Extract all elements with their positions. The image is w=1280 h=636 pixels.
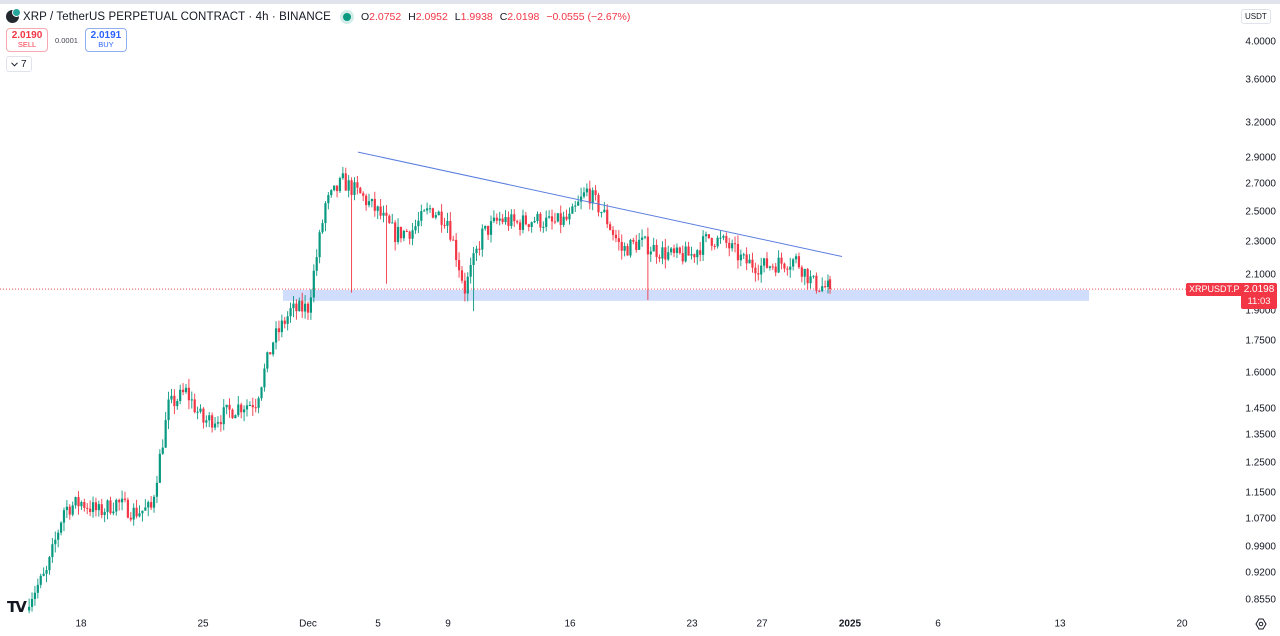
close-label: C <box>499 10 508 23</box>
sell-price: 2.0190 <box>11 30 43 41</box>
price-tick: 0.9900 <box>1245 541 1276 553</box>
sell-label: SELL <box>17 40 37 49</box>
ohlc-values: O2.0752 H2.0952 L1.9938 C2.0198 −0.0555 … <box>361 11 634 23</box>
price-tick: 1.0700 <box>1245 513 1276 525</box>
low-label: L <box>454 10 461 23</box>
buy-price: 2.0191 <box>90 30 122 41</box>
top-border <box>0 0 1280 4</box>
currency-dropdown[interactable]: USDT <box>1241 9 1271 24</box>
market-open-indicator-icon <box>342 12 351 21</box>
price-tick: 2.5000 <box>1245 206 1276 218</box>
chevron-down-icon <box>11 61 18 67</box>
high-value: 2.0952 <box>415 10 448 23</box>
indicators-toggle-button[interactable]: 7 <box>6 56 32 72</box>
price-tick: 2.1000 <box>1245 269 1276 281</box>
price-tick: 2.7000 <box>1245 178 1276 190</box>
time-tick: 6 <box>935 618 941 630</box>
support-zone[interactable] <box>283 289 1089 301</box>
high-label: H <box>408 10 416 23</box>
low-value: 1.9938 <box>460 10 493 23</box>
change-value: −0.0555 (−2.67%) <box>546 10 631 23</box>
xrp-logo-icon <box>6 8 21 23</box>
price-tick: 1.9000 <box>1245 305 1276 317</box>
price-tick: 1.2500 <box>1245 457 1276 469</box>
open-value: 2.0752 <box>369 10 402 23</box>
candles <box>28 167 832 614</box>
time-tick: 13 <box>1054 618 1066 630</box>
last-price: 2.0198 <box>1243 284 1275 295</box>
price-tick: 1.3500 <box>1245 429 1276 441</box>
indicators-count: 7 <box>21 58 27 70</box>
tradingview-logo-icon[interactable]: TV <box>7 598 27 616</box>
price-tick: 2.3000 <box>1245 236 1276 248</box>
time-tick: 5 <box>375 618 381 630</box>
time-tick: Dec <box>299 618 317 630</box>
open-label: O <box>360 10 370 23</box>
spread-value: 0.0001 <box>55 35 78 45</box>
price-tick: 1.6000 <box>1245 367 1276 379</box>
close-value: 2.0198 <box>507 10 540 23</box>
time-tick: 9 <box>445 618 451 630</box>
buy-button[interactable]: 2.0191 BUY <box>84 28 127 52</box>
time-tick: 16 <box>564 618 576 630</box>
time-tick: 25 <box>197 618 209 630</box>
price-tick: 4.0000 <box>1245 36 1276 48</box>
settings-gear-icon[interactable] <box>1255 618 1267 630</box>
price-tick: 1.1500 <box>1245 487 1276 499</box>
time-tick: 18 <box>75 618 87 630</box>
price-tick: 1.4500 <box>1245 403 1276 415</box>
price-tick: 0.8550 <box>1245 594 1276 606</box>
trade-panel: 2.0190 SELL 0.0001 2.0191 BUY <box>6 28 127 52</box>
chart-legend: XRP / TetherUS PERPETUAL CONTRACT · 4h ·… <box>6 8 634 23</box>
price-tick: 0.9200 <box>1245 567 1276 579</box>
symbol-title[interactable]: XRP / TetherUS PERPETUAL CONTRACT · 4h ·… <box>23 10 331 23</box>
time-tick: 23 <box>686 618 698 630</box>
bar-countdown: 11:03 <box>1247 296 1271 307</box>
price-tick: 1.7500 <box>1245 335 1276 347</box>
price-tick: 3.6000 <box>1245 74 1276 86</box>
currency-label: USDT <box>1245 12 1267 21</box>
trendline[interactable] <box>357 151 843 258</box>
price-tick: 2.9000 <box>1245 152 1276 164</box>
buy-label: BUY <box>98 40 114 49</box>
time-tick: 2025 <box>838 618 862 630</box>
price-tick: 3.2000 <box>1245 117 1276 129</box>
sell-button[interactable]: 2.0190 SELL <box>6 28 48 52</box>
time-tick: 20 <box>1176 618 1188 630</box>
last-price-tag: 2.0198 11:03 <box>1241 283 1277 309</box>
symbol-price-tag: XRPUSDT.P <box>1186 283 1243 296</box>
time-tick: 27 <box>756 618 768 630</box>
